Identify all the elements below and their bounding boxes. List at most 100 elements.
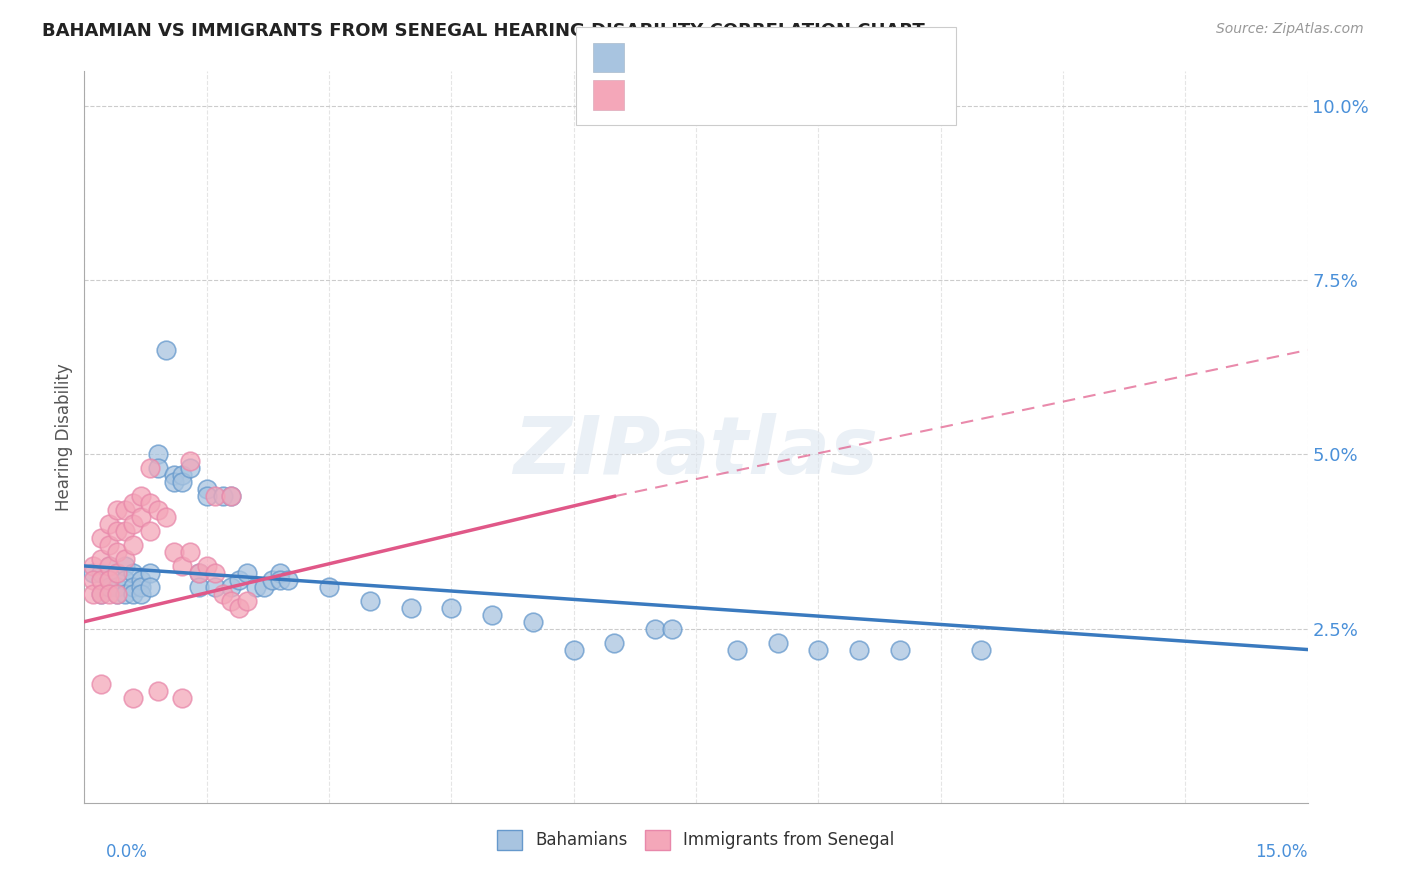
Text: BAHAMIAN VS IMMIGRANTS FROM SENEGAL HEARING DISABILITY CORRELATION CHART: BAHAMIAN VS IMMIGRANTS FROM SENEGAL HEAR…	[42, 22, 925, 40]
Point	[155, 510, 177, 524]
Point	[105, 580, 128, 594]
Text: -0.137: -0.137	[678, 47, 742, 65]
Point	[195, 489, 218, 503]
Point	[179, 454, 201, 468]
Point	[187, 580, 209, 594]
Point	[179, 461, 201, 475]
Point	[131, 580, 153, 594]
Text: 0.0%: 0.0%	[105, 843, 148, 861]
Point	[138, 566, 160, 580]
Legend: Bahamians, Immigrants from Senegal: Bahamians, Immigrants from Senegal	[491, 823, 901, 856]
Point	[105, 587, 128, 601]
Point	[522, 615, 544, 629]
Point	[204, 580, 226, 594]
Point	[122, 691, 145, 706]
Point	[195, 483, 218, 497]
Point	[204, 489, 226, 503]
Point	[97, 573, 120, 587]
Point	[131, 573, 153, 587]
Point	[228, 600, 250, 615]
Point	[90, 552, 112, 566]
Point	[889, 642, 911, 657]
Point	[359, 594, 381, 608]
Point	[105, 587, 128, 601]
Point	[179, 545, 201, 559]
Point	[172, 691, 194, 706]
Point	[219, 580, 242, 594]
Point	[277, 573, 299, 587]
Point	[90, 677, 112, 691]
Point	[97, 558, 120, 573]
Point	[848, 642, 870, 657]
Text: ZIPatlas: ZIPatlas	[513, 413, 879, 491]
Point	[97, 580, 120, 594]
Point	[82, 573, 104, 587]
Point	[131, 489, 153, 503]
Point	[195, 558, 218, 573]
Point	[105, 524, 128, 538]
Point	[253, 580, 276, 594]
Point	[187, 566, 209, 580]
Point	[105, 545, 128, 559]
Point	[82, 558, 104, 573]
Point	[172, 468, 194, 483]
Point	[204, 566, 226, 580]
Point	[122, 587, 145, 601]
Point	[97, 558, 120, 573]
Point	[212, 587, 235, 601]
Point	[122, 496, 145, 510]
Point	[82, 587, 104, 601]
Point	[114, 587, 136, 601]
Point	[90, 531, 112, 545]
Point	[146, 684, 169, 698]
Point	[114, 573, 136, 587]
Point	[138, 496, 160, 510]
Point	[661, 622, 683, 636]
Text: N =: N =	[751, 47, 790, 65]
Point	[245, 580, 267, 594]
Point	[562, 642, 585, 657]
Point	[163, 475, 186, 490]
Point	[105, 503, 128, 517]
Text: R =: R =	[636, 85, 675, 103]
Text: 15.0%: 15.0%	[1256, 843, 1308, 861]
Point	[90, 587, 112, 601]
Point	[269, 573, 291, 587]
Point	[122, 580, 145, 594]
Point	[644, 622, 666, 636]
Point	[114, 524, 136, 538]
Text: 49: 49	[790, 85, 815, 103]
Y-axis label: Hearing Disability: Hearing Disability	[55, 363, 73, 511]
Point	[481, 607, 503, 622]
Point	[122, 538, 145, 552]
Point	[219, 489, 242, 503]
Point	[138, 461, 160, 475]
Point	[155, 343, 177, 357]
Point	[90, 566, 112, 580]
Point	[97, 538, 120, 552]
Point	[146, 503, 169, 517]
Point	[122, 517, 145, 532]
Point	[399, 600, 422, 615]
Point	[260, 573, 283, 587]
Point	[172, 475, 194, 490]
Point	[212, 489, 235, 503]
Point	[219, 489, 242, 503]
Point	[236, 566, 259, 580]
Point	[603, 635, 626, 649]
Point	[163, 545, 186, 559]
Point	[138, 580, 160, 594]
Text: R =: R =	[636, 47, 675, 65]
Point	[269, 566, 291, 580]
Point	[318, 580, 340, 594]
Point	[163, 468, 186, 483]
Point	[440, 600, 463, 615]
Point	[146, 461, 169, 475]
Point	[970, 642, 993, 657]
Point	[131, 587, 153, 601]
Text: Source: ZipAtlas.com: Source: ZipAtlas.com	[1216, 22, 1364, 37]
Point	[82, 566, 104, 580]
Point	[146, 448, 169, 462]
Point	[97, 573, 120, 587]
Text: 0.315: 0.315	[678, 85, 741, 103]
